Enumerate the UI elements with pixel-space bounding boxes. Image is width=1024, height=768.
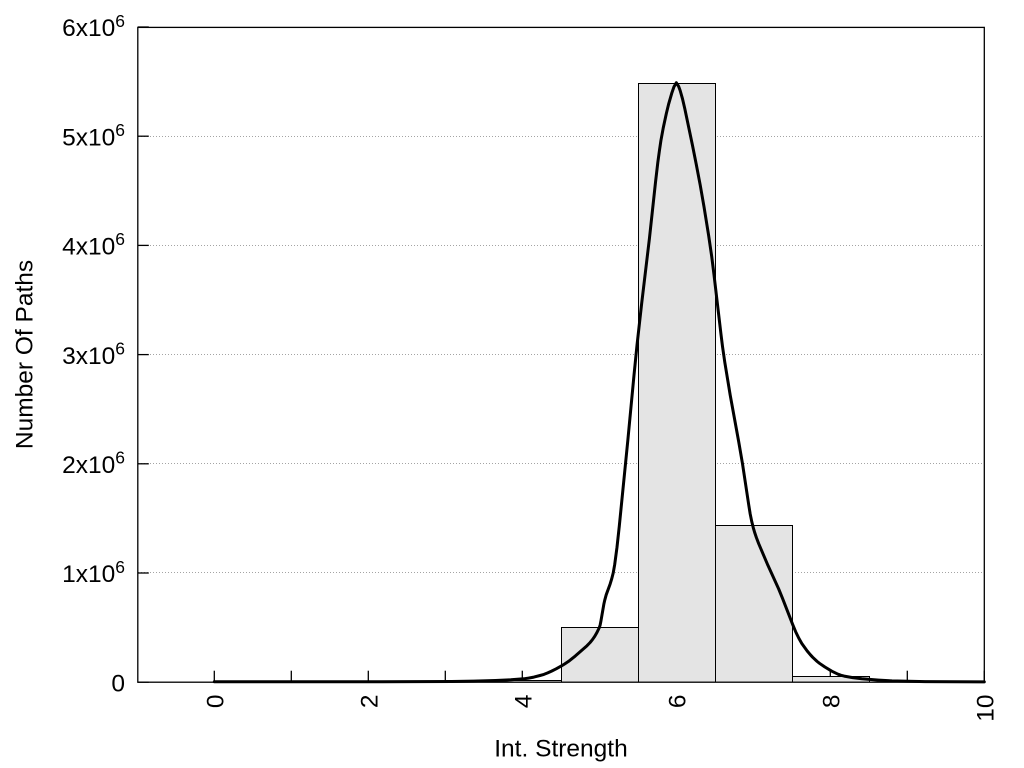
svg-text:4: 4	[511, 695, 538, 709]
svg-text:Number Of Paths: Number Of Paths	[12, 260, 39, 449]
svg-text:6: 6	[665, 695, 692, 709]
svg-text:3x106: 3x106	[62, 338, 125, 369]
svg-text:0: 0	[111, 670, 125, 697]
svg-text:4x106: 4x106	[62, 229, 125, 260]
svg-text:10: 10	[973, 695, 1000, 722]
svg-text:2: 2	[357, 695, 384, 709]
svg-text:8: 8	[819, 695, 846, 709]
svg-text:0: 0	[203, 695, 230, 709]
svg-text:2x106: 2x106	[62, 448, 125, 479]
svg-text:6x106: 6x106	[62, 11, 125, 42]
svg-text:Int. Strength: Int. Strength	[494, 736, 627, 763]
svg-text:5x106: 5x106	[62, 120, 125, 151]
svg-text:1x106: 1x106	[62, 557, 125, 588]
